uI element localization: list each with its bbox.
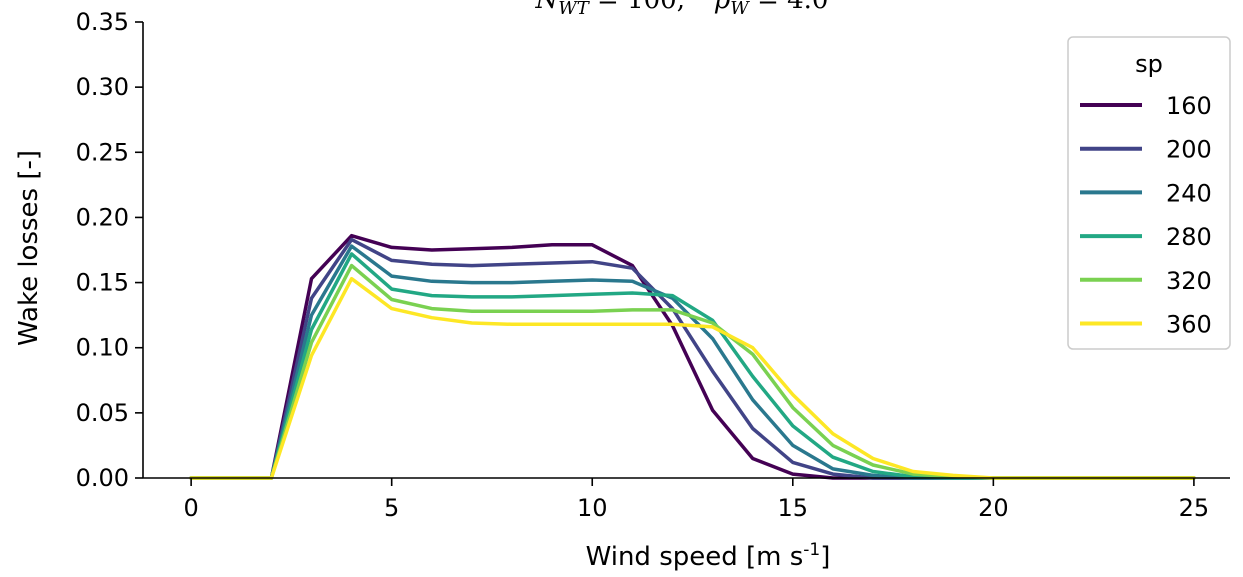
legend-label-320: 320 bbox=[1166, 267, 1212, 295]
y-tick-label-0.05: 0.05 bbox=[76, 399, 129, 427]
y-tick-label-0.20: 0.20 bbox=[76, 203, 129, 231]
y-tick-label-0.15: 0.15 bbox=[76, 269, 129, 297]
y-tick-label-0.00: 0.00 bbox=[76, 464, 129, 492]
svg-text:NWT = 100,ρW = 4.0: NWT = 100, ρW = 4.0 bbox=[535, 0, 829, 19]
series-lines bbox=[189, 233, 1196, 480]
x-axis-label: Wind speed [m s-1] bbox=[586, 540, 831, 572]
legend-label-240: 240 bbox=[1166, 179, 1212, 207]
x-tick-label-25: 25 bbox=[1179, 494, 1210, 522]
y-tick-label-0.30: 0.30 bbox=[76, 73, 129, 101]
tick-marks: 0 5 10 15 20 25 0.00 0.05 0.10 0.15 0.20 0.25 0.30 0.… bbox=[76, 8, 1210, 522]
legend-label-160: 160 bbox=[1166, 92, 1212, 120]
legend-label-280: 280 bbox=[1166, 223, 1212, 251]
legend-label-360: 360 bbox=[1166, 311, 1212, 339]
y-tick-label-0.25: 0.25 bbox=[76, 138, 129, 166]
x-tick-label-10: 10 bbox=[577, 494, 608, 522]
y-tick-label-0.10: 0.10 bbox=[76, 334, 129, 362]
x-tick-label-0: 0 bbox=[183, 494, 198, 522]
chart-title: NWT = 100, ρW = 4.0 bbox=[535, 0, 829, 19]
legend-label-200: 200 bbox=[1166, 136, 1212, 164]
axes bbox=[142, 22, 1230, 479]
legend-box bbox=[1067, 36, 1231, 350]
x-tick-label-20: 20 bbox=[978, 494, 1009, 522]
y-axis-label: Wake losses [-] bbox=[14, 150, 44, 346]
x-tick-label-15: 15 bbox=[778, 494, 809, 522]
x-tick-label-5: 5 bbox=[384, 494, 399, 522]
series-line-240 bbox=[189, 244, 1196, 480]
legend: sp 160 200 240 280 320 360 bbox=[1067, 36, 1231, 350]
y-tick-label-0.35: 0.35 bbox=[76, 8, 129, 36]
legend-title: sp bbox=[1135, 50, 1163, 78]
